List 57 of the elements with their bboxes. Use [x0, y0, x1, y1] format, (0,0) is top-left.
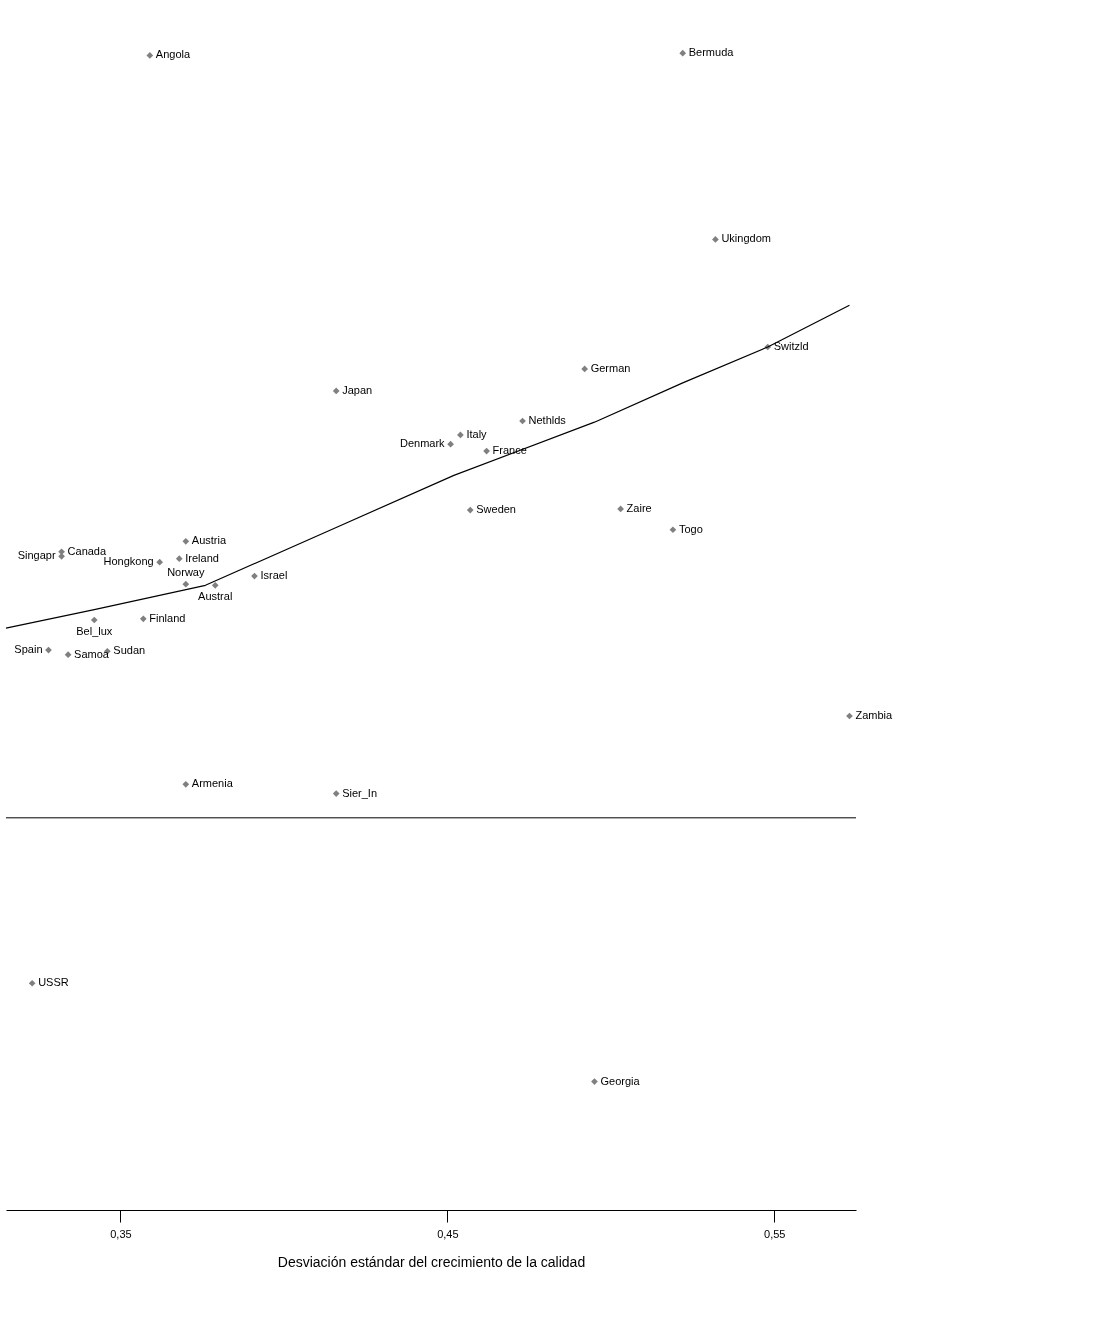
point	[211, 581, 219, 589]
point	[182, 537, 190, 545]
annotation: Bermuda	[688, 46, 735, 59]
point	[669, 526, 677, 534]
annotation: Sudan	[113, 644, 146, 657]
annotation: Italy	[466, 427, 488, 440]
point	[175, 555, 183, 563]
annotation: Austria	[191, 534, 227, 547]
annotation: Georgia	[600, 1074, 641, 1087]
annotation: Ukingdom	[721, 232, 771, 245]
point	[457, 431, 464, 439]
annotation: Israel	[260, 569, 288, 582]
point	[581, 365, 589, 373]
x-tick-label: 0,55	[764, 1227, 786, 1240]
annotation: Singapr	[17, 549, 56, 562]
annotation: Armenia	[191, 777, 234, 790]
annotation: Japan	[342, 383, 373, 396]
annotation: Angola	[155, 48, 191, 61]
point	[591, 1078, 598, 1085]
annotation: Switzld	[773, 339, 809, 352]
point	[182, 580, 190, 588]
point	[28, 979, 36, 987]
annotation: Denmark	[399, 437, 446, 450]
x-tick-label: 0,35	[110, 1227, 132, 1240]
annotation: Togo	[678, 522, 703, 535]
point	[447, 440, 454, 448]
annotation: Nethlds	[528, 414, 567, 427]
annotation: Spain	[14, 643, 43, 656]
annotation: Zaire	[626, 501, 652, 514]
point	[712, 236, 719, 243]
point	[90, 616, 98, 624]
point	[332, 790, 340, 797]
point	[64, 651, 72, 659]
annotation: Bel_lux	[76, 625, 113, 637]
annotation: Zambia	[855, 709, 894, 722]
annotation: Finland	[149, 611, 186, 624]
point	[617, 505, 624, 513]
annotation: Austral	[198, 590, 233, 603]
annotation: USSR	[38, 976, 69, 989]
point	[156, 558, 164, 566]
annotation: Sier_In	[342, 786, 378, 799]
point	[146, 52, 154, 59]
annotation: Hongkong	[103, 555, 154, 568]
point	[679, 49, 687, 57]
point	[182, 780, 190, 788]
point	[139, 615, 147, 623]
annotation: German	[590, 361, 631, 374]
point	[58, 553, 65, 560]
annotation: Canada	[67, 544, 107, 557]
annotation: Samoa	[74, 647, 110, 660]
annotation: Ireland	[185, 551, 219, 564]
x-tick-label: 0,45	[437, 1227, 459, 1240]
point	[332, 387, 340, 395]
point	[466, 506, 474, 514]
annotation: Sweden	[476, 503, 516, 516]
annotation: Norway	[167, 566, 205, 579]
x-axis-title: Desviación estándar del crecimiento de la calidad	[277, 1253, 586, 1270]
